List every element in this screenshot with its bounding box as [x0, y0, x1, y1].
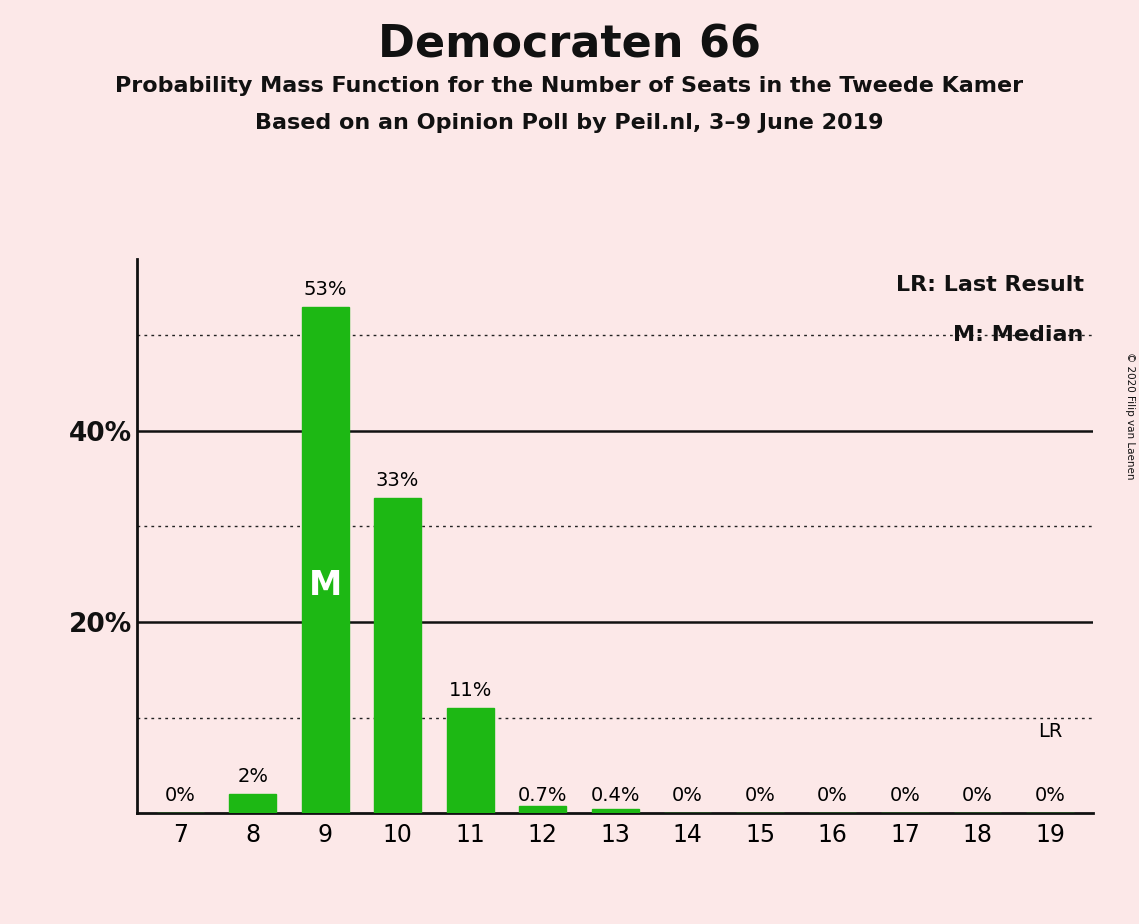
Bar	[229, 794, 277, 813]
Text: 0.4%: 0.4%	[590, 786, 640, 806]
Text: 0%: 0%	[1034, 786, 1065, 806]
Bar	[374, 498, 421, 813]
Text: 2%: 2%	[237, 767, 268, 786]
Text: 11%: 11%	[449, 681, 492, 700]
Text: Democraten 66: Democraten 66	[378, 23, 761, 67]
Text: LR: Last Result: LR: Last Result	[896, 275, 1084, 296]
Text: M: Median: M: Median	[953, 325, 1084, 346]
Text: 0%: 0%	[745, 786, 776, 806]
Bar	[302, 307, 349, 813]
Text: Probability Mass Function for the Number of Seats in the Tweede Kamer: Probability Mass Function for the Number…	[115, 76, 1024, 96]
Text: LR: LR	[1038, 722, 1063, 741]
Text: 53%: 53%	[303, 280, 347, 298]
Text: 0%: 0%	[672, 786, 703, 806]
Text: 0.7%: 0.7%	[518, 786, 567, 806]
Bar	[591, 809, 639, 813]
Bar	[519, 807, 566, 813]
Text: 0%: 0%	[890, 786, 920, 806]
Text: 33%: 33%	[376, 471, 419, 490]
Text: M: M	[309, 568, 342, 602]
Text: 0%: 0%	[165, 786, 196, 806]
Text: 0%: 0%	[817, 786, 847, 806]
Text: 0%: 0%	[962, 786, 993, 806]
Text: Based on an Opinion Poll by Peil.nl, 3–9 June 2019: Based on an Opinion Poll by Peil.nl, 3–9…	[255, 113, 884, 133]
Text: © 2020 Filip van Laenen: © 2020 Filip van Laenen	[1125, 352, 1134, 480]
Bar	[446, 708, 493, 813]
